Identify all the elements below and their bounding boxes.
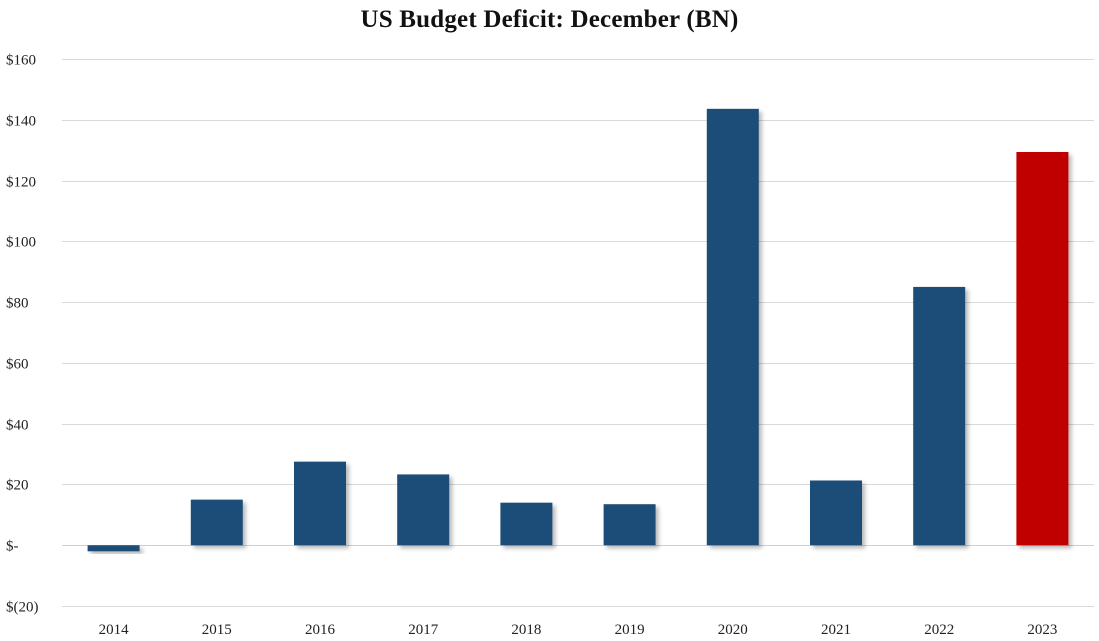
bar-2020 bbox=[706, 108, 759, 546]
x-tick-label: 2022 bbox=[924, 622, 954, 638]
chart-title: US Budget Deficit: December (BN) bbox=[360, 6, 739, 33]
y-tick-label: $80 bbox=[6, 296, 29, 312]
bars bbox=[87, 108, 1069, 552]
bar-2015 bbox=[190, 499, 243, 546]
bar-2014 bbox=[87, 545, 140, 552]
bar-2018 bbox=[500, 502, 553, 546]
bar-2019 bbox=[603, 504, 656, 546]
x-tick-label: 2018 bbox=[511, 622, 541, 638]
y-tick-label: $40 bbox=[6, 418, 29, 434]
bar-2017 bbox=[397, 474, 450, 546]
x-tick-label: 2021 bbox=[821, 622, 851, 638]
y-tick-label: $20 bbox=[6, 478, 29, 494]
y-tick-label: $(20) bbox=[6, 600, 39, 616]
y-tick-label: $140 bbox=[6, 114, 36, 130]
bar-2022 bbox=[913, 286, 966, 546]
x-tick-label: 2019 bbox=[615, 622, 645, 638]
y-tick-label: $160 bbox=[6, 53, 36, 69]
x-tick-label: 2016 bbox=[305, 622, 336, 638]
x-tick-label: 2017 bbox=[408, 622, 439, 638]
x-tick-label: 2020 bbox=[718, 622, 748, 638]
bar-2021 bbox=[810, 480, 862, 546]
gridlines bbox=[62, 59, 1094, 607]
x-tick-label: 2014 bbox=[99, 622, 130, 638]
y-tick-label: $100 bbox=[6, 235, 36, 251]
x-tick-label: 2023 bbox=[1027, 622, 1057, 638]
y-tick-label: $120 bbox=[6, 175, 36, 191]
y-tick-label: $- bbox=[6, 539, 19, 555]
x-axis-ticks: 2014 2015 2016 2017 2018 2019 2020 2021 2022 2023 bbox=[99, 622, 1058, 638]
y-tick-label: $60 bbox=[6, 357, 29, 373]
x-tick-label: 2015 bbox=[202, 622, 232, 638]
bar-2016 bbox=[294, 461, 346, 546]
y-axis-ticks: $(20) $- $20 $40 $60 $80 $100 $120 $140 $160 bbox=[6, 53, 39, 616]
bar-2023 bbox=[1016, 151, 1069, 546]
